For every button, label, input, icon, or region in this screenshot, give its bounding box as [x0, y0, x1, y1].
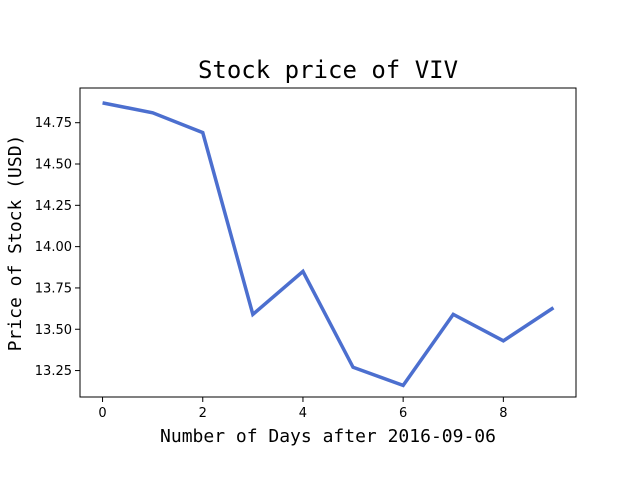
- series-line: [102, 101, 555, 388]
- y-tick-label: 14.50: [35, 158, 72, 173]
- y-tick-label: 13.50: [35, 323, 72, 338]
- x-axis-label: Number of Days after 2016-09-06: [160, 426, 496, 447]
- y-tick-label: 14.75: [35, 116, 72, 131]
- x-tick-label: 8: [499, 406, 507, 421]
- plot-frame: [79, 87, 577, 398]
- chart-title: Stock price of VIV: [198, 56, 458, 84]
- y-axis-label: Price of Stock (USD): [5, 135, 26, 352]
- y-tick-label: 13.75: [35, 281, 72, 296]
- y-tick-label: 14.00: [35, 240, 72, 255]
- y-tick-label: 13.25: [35, 364, 72, 379]
- x-tick-label: 6: [399, 406, 407, 421]
- y-tick-label: 14.25: [35, 199, 72, 214]
- x-tick-label: 4: [299, 406, 307, 421]
- x-tick-label: 0: [98, 406, 106, 421]
- x-tick-label: 2: [199, 406, 207, 421]
